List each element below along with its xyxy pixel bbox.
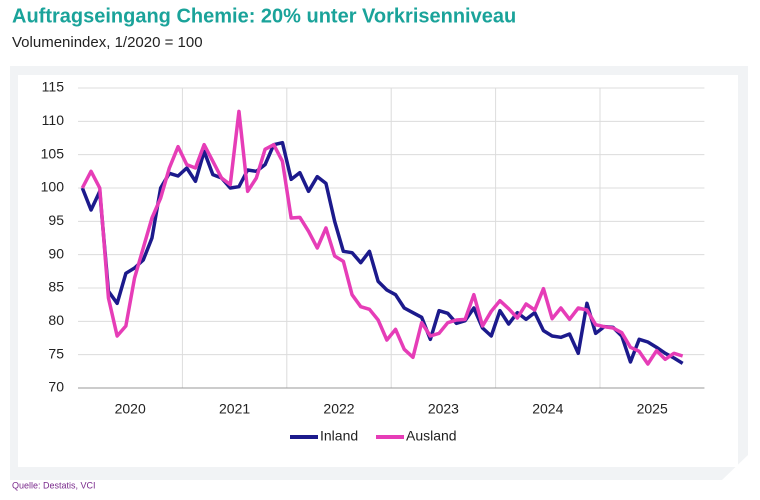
chart-title: Auftragseingang Chemie: 20% unter Vorkri… bbox=[12, 5, 516, 27]
y-tick-label: 110 bbox=[42, 112, 65, 128]
series-line bbox=[80, 109, 684, 366]
y-tick-label: 115 bbox=[42, 79, 65, 95]
x-tick-label: 2022 bbox=[323, 401, 354, 417]
y-tick-label: 95 bbox=[48, 212, 64, 228]
x-tick-label: 2020 bbox=[115, 401, 146, 417]
x-tick-label: 2024 bbox=[532, 401, 563, 417]
y-tick-label: 90 bbox=[48, 245, 64, 261]
x-tick-label: 2025 bbox=[637, 401, 668, 417]
legend-label: Ausland bbox=[406, 428, 457, 444]
chart-subtitle: Volumenindex, 1/2020 = 100 bbox=[12, 34, 203, 51]
y-tick-label: 85 bbox=[48, 279, 64, 295]
y-tick-label: 80 bbox=[48, 312, 64, 328]
x-tick-label: 2023 bbox=[428, 401, 459, 417]
legend-label: Inland bbox=[320, 428, 358, 444]
y-tick-label: 70 bbox=[48, 379, 64, 395]
y-tick-label: 100 bbox=[41, 179, 65, 195]
source-note: Quelle: Destatis, VCI bbox=[12, 480, 96, 490]
y-tick-label: 75 bbox=[48, 345, 64, 361]
series-line bbox=[80, 140, 684, 365]
x-tick-label: 2021 bbox=[219, 401, 250, 417]
y-tick-label: 105 bbox=[41, 145, 65, 161]
